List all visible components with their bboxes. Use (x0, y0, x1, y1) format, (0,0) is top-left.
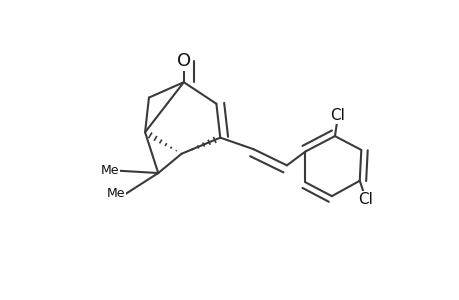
Text: Cl: Cl (358, 192, 373, 207)
Text: Me: Me (107, 187, 125, 200)
Text: Me: Me (101, 164, 119, 177)
Text: Cl: Cl (330, 108, 345, 123)
Text: O: O (176, 52, 190, 70)
